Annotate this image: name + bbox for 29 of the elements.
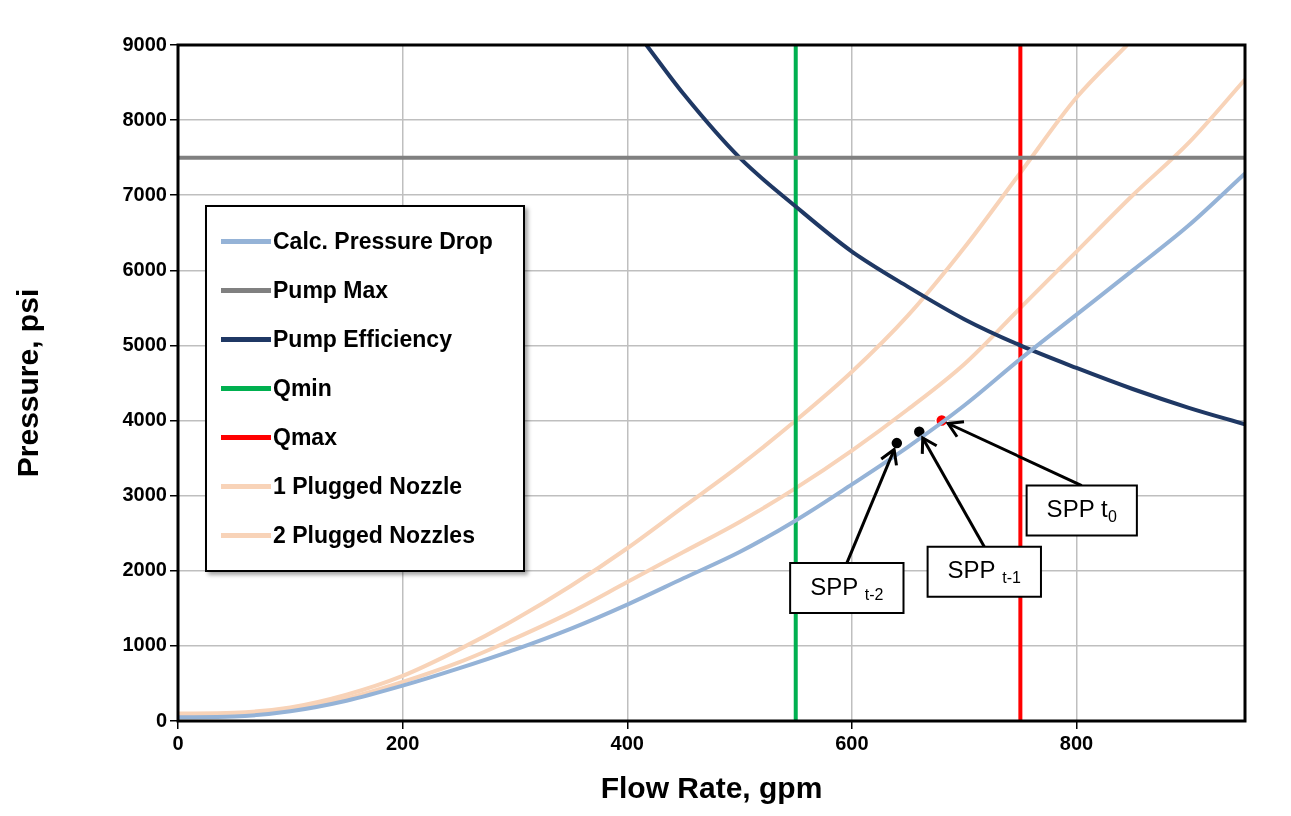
legend-label: Pump Max (273, 277, 389, 304)
y-tick-label: 7000 (122, 182, 167, 205)
y-tick-label: 1000 (122, 633, 167, 656)
x-tick-label: 800 (1059, 731, 1094, 754)
point (890, 436, 904, 450)
x-tick-label: 0 (172, 731, 184, 754)
legend-label: 1 Plugged Nozzle (273, 473, 463, 500)
y-tick-label: 5000 (122, 332, 167, 355)
line-series (178, 171, 1245, 720)
y-tick-label: 4000 (122, 408, 167, 431)
annotation: SPP t-1 (947, 556, 1022, 587)
y-tick-label: 8000 (122, 107, 167, 130)
y-tick-label: 0 (155, 708, 167, 731)
y-tick-label: 6000 (122, 257, 167, 280)
legend-label: Pump Efficiency (273, 326, 452, 353)
legend-label: 2 Plugged Nozzles (273, 522, 475, 549)
y-tick-label: 3000 (122, 483, 167, 506)
x-axis-title: Flow Rate, gpm (600, 771, 823, 805)
x-tick-label: 400 (610, 731, 644, 754)
y-tick-label: 9000 (122, 32, 167, 55)
y-tick-label: 2000 (122, 558, 167, 581)
legend-label: Calc. Pressure Drop (273, 228, 493, 255)
legend-label: Qmax (273, 424, 337, 451)
legend-label: Qmin (273, 375, 332, 402)
x-tick-label: 200 (385, 731, 420, 754)
line-series (644, 45, 1245, 427)
y-axis-title: Pressure, psi (11, 288, 45, 478)
x-tick-label: 600 (835, 731, 869, 754)
annotation: SPP t-2 (810, 572, 884, 603)
